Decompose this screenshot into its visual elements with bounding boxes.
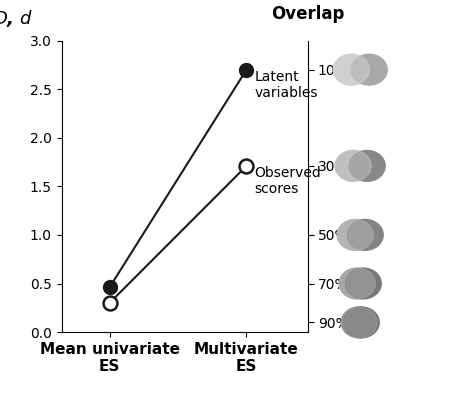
Text: $D$, $d$: $D$, $d$ xyxy=(0,8,33,29)
Text: Overlap: Overlap xyxy=(272,5,345,23)
Text: Observed
scores: Observed scores xyxy=(255,166,321,196)
Text: Latent
variables: Latent variables xyxy=(255,70,318,100)
